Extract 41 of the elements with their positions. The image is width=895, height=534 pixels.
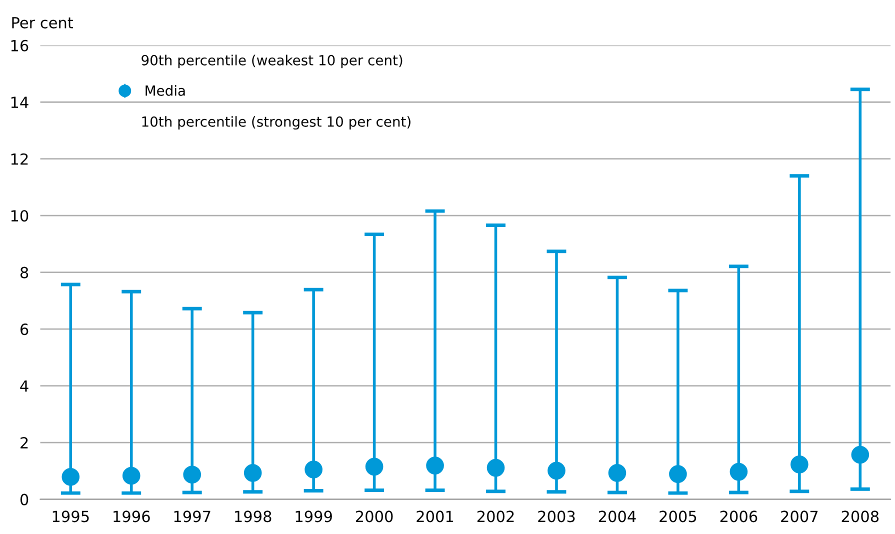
x-tick-label: 2002 — [477, 510, 514, 522]
point — [548, 462, 566, 480]
x-tick-label: 2004 — [598, 510, 636, 522]
y-tick-label: 4 — [20, 380, 28, 392]
point — [365, 458, 384, 476]
point — [62, 468, 80, 486]
x-tick-label: 1996 — [114, 510, 150, 522]
point — [486, 458, 505, 477]
point — [851, 446, 870, 464]
annotation: 10th percentile (strongest 10 per cent) — [142, 116, 410, 130]
x-tick-label: 2008 — [842, 510, 879, 522]
point — [426, 456, 444, 474]
x-tick-label: 1998 — [235, 510, 272, 522]
y-tick-label: 12 — [11, 153, 28, 165]
x-tick-label: 1995 — [52, 510, 89, 522]
point — [730, 462, 748, 481]
legend-label: Media — [146, 85, 185, 96]
x-tick-label: 2005 — [660, 510, 696, 522]
point — [183, 466, 202, 484]
point — [669, 465, 687, 483]
y-tick-label: 0 — [20, 494, 28, 506]
point — [790, 455, 808, 474]
y-tick-label: 6 — [20, 324, 28, 336]
point — [244, 464, 262, 482]
x-tick-label: 2003 — [538, 510, 575, 522]
y-tick-label: 16 — [11, 40, 28, 52]
point — [304, 460, 322, 478]
y-tick-label: 10 — [11, 210, 28, 222]
x-tick-label: 2006 — [720, 510, 758, 522]
point — [122, 466, 140, 485]
x-tick-label: 2001 — [416, 510, 454, 522]
x-tick-label: 1999 — [296, 510, 332, 522]
x-tick-label: 2000 — [356, 510, 393, 522]
annotation: 90th percentile (weakest 10 per cent) — [142, 54, 402, 68]
x-tick-label: 2007 — [781, 510, 818, 522]
x-tick-label: 1997 — [174, 510, 210, 522]
y-tick-label: 8 — [20, 266, 28, 278]
y-tick-label: 14 — [11, 96, 28, 108]
point — [608, 464, 626, 482]
y-tick-label: 2 — [20, 437, 28, 448]
y-axis-title: Per cent — [12, 17, 74, 28]
